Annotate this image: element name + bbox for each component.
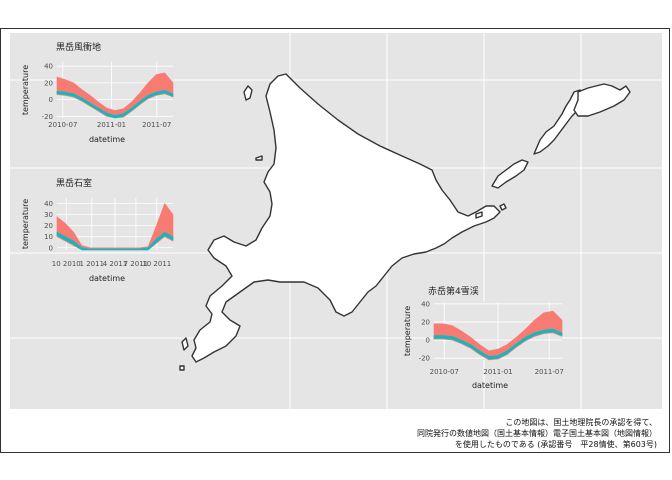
inset-x-tick-label: 7 2011 — [124, 260, 149, 268]
inset-y-tick-label: 40 — [44, 63, 53, 71]
inset-y-tick-label: 0 — [426, 337, 430, 345]
small-island-2 — [499, 203, 507, 211]
inset-series-band-1 — [56, 90, 174, 119]
inset-y-axis-label: temperature — [403, 306, 412, 356]
small-island-4 — [179, 365, 185, 371]
inset-x-tick-label: 1 2011 — [80, 260, 105, 268]
hokkaido-map — [179, 73, 631, 371]
kuril-island-1 — [491, 159, 529, 189]
inset-x-tick-label: 10 2011 — [142, 260, 171, 268]
inset-x-tick-label: 2010-07 — [48, 121, 77, 129]
inset-series-band-0 — [433, 310, 563, 361]
inset-x-axis-label: datetime — [89, 274, 125, 283]
inset-y-axis-label: temperature — [21, 65, 30, 115]
inset-y-tick-label: 40 — [44, 200, 53, 208]
inset-title: 赤岳第4雪渓 — [428, 285, 479, 297]
inset-title: 黒岳風衝地 — [56, 41, 101, 53]
inset-y-tick-label: -20 — [42, 113, 53, 121]
attribution-line-3: を使用したものである (承認番号 平28情使、第603号) — [455, 439, 657, 449]
inset-x-tick-label: 10 2010 — [52, 260, 81, 268]
rishiri-island — [243, 85, 253, 101]
okushiri-island — [181, 337, 189, 351]
kuril-island-3 — [573, 83, 631, 117]
inset-y-tick-label: 0 — [49, 244, 53, 252]
attribution-line-1: この地図は、国土地理院長の承認を得て、 — [505, 417, 657, 427]
inset-series-band-1 — [56, 231, 174, 251]
inset-x-axis-label: datetime — [89, 135, 125, 144]
attribution: この地図は、国土地理院長の承認を得て、 同院発行の数値地図（国土基本情報）電子国… — [417, 417, 657, 449]
inset-y-tick-label: 30 — [44, 211, 53, 219]
attribution-line-2: 同院発行の数値地図（国土基本情報）電子国土基本図（地図情報） — [417, 428, 657, 438]
inset-x-tick-label: 2011-07 — [142, 121, 171, 129]
inset-y-tick-label: 20 — [44, 222, 53, 230]
inset-x-tick-label: 2011-01 — [97, 121, 126, 129]
map-frame — [0, 28, 670, 453]
inset-y-tick-label: 20 — [421, 318, 430, 326]
inset-y-tick-label: -20 — [419, 355, 430, 363]
inset-y-axis-label: temperature — [21, 199, 30, 249]
inset-series-band-1 — [433, 328, 563, 360]
inset-y-tick-label: 20 — [44, 79, 53, 87]
hokkaido-mainland — [191, 73, 501, 363]
inset-x-axis-label: datetime — [472, 381, 508, 390]
inset-y-tick-label: 0 — [49, 96, 53, 104]
inset-x-tick-label: 2011-07 — [535, 368, 564, 376]
small-island-1 — [255, 155, 263, 161]
inset-x-tick-label: 2011-01 — [483, 368, 512, 376]
small-island-3 — [475, 211, 483, 219]
inset-x-tick-label: 2010-07 — [430, 368, 459, 376]
inset-title: 黒岳石室 — [56, 177, 92, 189]
inset-y-tick-label: 10 — [44, 233, 53, 241]
inset-x-tick-label: 4 2011 — [103, 260, 128, 268]
inset-y-tick-label: 40 — [421, 300, 430, 308]
